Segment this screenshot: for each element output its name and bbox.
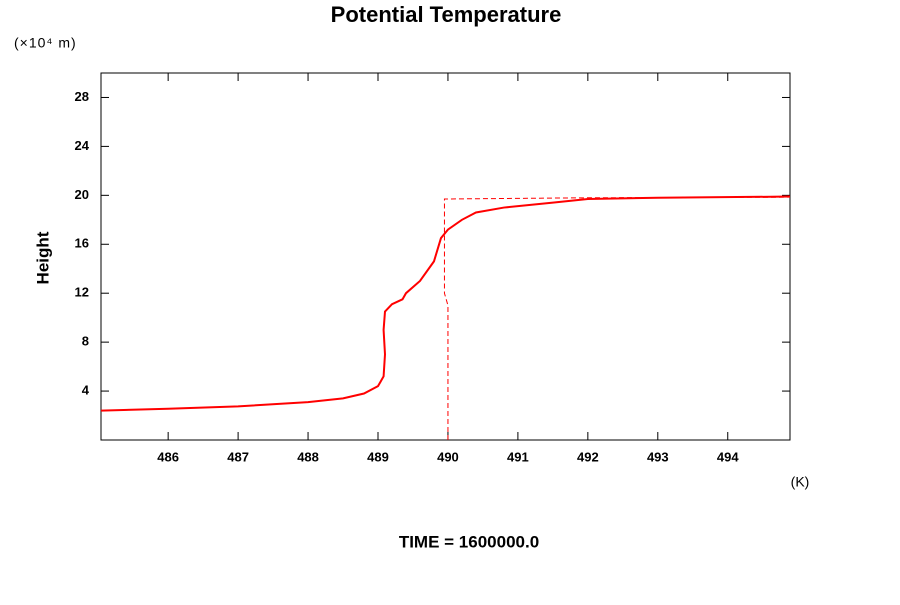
y-tick-label: 24 [75, 138, 90, 153]
plot-frame [100, 72, 791, 441]
y-tick-label: 16 [75, 236, 89, 251]
x-tick-label: 489 [367, 449, 389, 464]
y-tick-label: 12 [75, 285, 89, 300]
footer: TIME = 1600000.0 [399, 532, 539, 551]
y-axis-label: Height [33, 231, 52, 284]
x-tick-label: 493 [647, 449, 669, 464]
x-tick-label: 491 [507, 449, 529, 464]
x-tick-label: 488 [297, 449, 319, 464]
x-tick-label: 494 [717, 449, 739, 464]
x-unit: (K) [791, 474, 810, 490]
chart-title: Potential Temperature [331, 2, 562, 27]
y-tick-label: 20 [75, 187, 89, 202]
x-tick-label: 486 [157, 449, 179, 464]
x-tick-label: 487 [227, 449, 249, 464]
y-tick-label: 4 [82, 383, 90, 398]
y-tick-label: 28 [75, 89, 89, 104]
line-series [100, 195, 791, 412]
x-tick-label: 492 [577, 449, 599, 464]
y-unit: (×10⁴ m) [14, 35, 77, 51]
y-tick-label: 8 [82, 334, 89, 349]
x-tick-label: 490 [437, 449, 459, 464]
line-series [443, 196, 791, 440]
